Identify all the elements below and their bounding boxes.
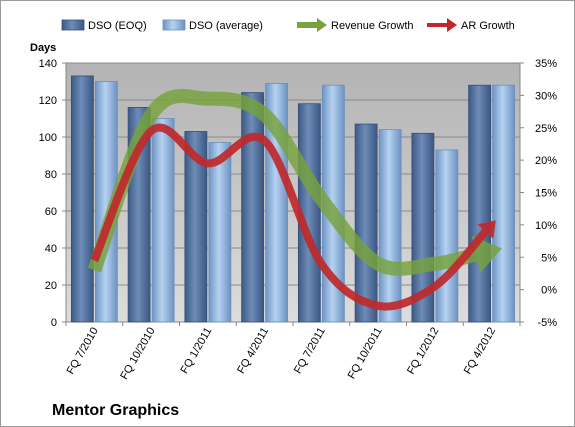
bar-dso-eoq [468, 84, 492, 323]
bar-dso-eoq [411, 132, 435, 323]
bar-dso-average [492, 84, 516, 323]
legend-label: AR Growth [461, 20, 515, 32]
x-tick-label: FQ 7/2011 [292, 326, 328, 376]
bar-dso-average [378, 129, 402, 323]
x-tick-label: FQ 4/2012 [462, 326, 498, 377]
x-tick-label: FQ 4/2011 [235, 326, 271, 376]
revenue-growth-line [87, 88, 478, 276]
y-tick-label: 20 [45, 280, 57, 292]
legend-swatch [61, 19, 85, 31]
legend-label: DSO (average) [189, 20, 263, 32]
company-name: Mentor Graphics [52, 402, 179, 419]
x-tick-label: FQ 1/2012 [405, 326, 441, 377]
y2-tick-label: 25% [535, 123, 557, 135]
bar-dso-average [208, 142, 232, 323]
y2-tick-label: -5% [537, 317, 557, 329]
y-tick-label: 40 [45, 243, 57, 255]
revenue-growth-arrowhead [471, 235, 502, 273]
y-tick-label: 60 [45, 206, 57, 218]
y2-tick-label: 35% [535, 58, 557, 70]
legend-arrow [447, 18, 457, 32]
legend-label: Revenue Growth [331, 20, 414, 32]
y2-tick-label: 0% [541, 285, 557, 297]
legend-label: DSO (EOQ) [88, 20, 147, 32]
legend: DSO (EOQ) DSO (average) Revenue Growth AR G… [61, 18, 515, 32]
legend-arrow [317, 18, 327, 32]
y-tick-label: 100 [39, 132, 57, 144]
y2-tick-label: 5% [541, 252, 557, 264]
ar-growth-line [90, 123, 489, 311]
bar-dso-average [435, 149, 459, 323]
y-tick-label: 120 [39, 95, 57, 107]
y-axis-title: Days [30, 42, 56, 54]
bar-dso-average [151, 118, 175, 323]
y-tick-label: 80 [45, 169, 57, 181]
bar-dso-eoq [354, 123, 378, 323]
y-tick-label: 140 [39, 58, 57, 70]
y2-tick-label: 15% [535, 188, 557, 200]
ar-growth-arrowhead [477, 220, 496, 239]
bar-dso-eoq [70, 75, 94, 323]
y-tick-label: 0 [51, 317, 57, 329]
bar-dso-eoq [241, 92, 265, 323]
x-tick-label: FQ 7/2010 [65, 326, 101, 377]
x-tick-label: FQ 10/2010 [118, 326, 157, 382]
plot-area: 0 20 40 60 80 100 120 140 -5% 0% 5% 10% 15% 20% 25% 30%… [39, 58, 558, 382]
y2-tick-label: 10% [535, 220, 557, 232]
y2-tick-label: 20% [535, 155, 557, 167]
bar-dso-eoq [184, 131, 208, 323]
x-tick-label: FQ 1/2011 [178, 326, 214, 376]
y2-tick-label: 30% [535, 90, 557, 102]
x-tick-label: FQ 10/2011 [346, 326, 385, 382]
legend-swatch [162, 19, 186, 31]
